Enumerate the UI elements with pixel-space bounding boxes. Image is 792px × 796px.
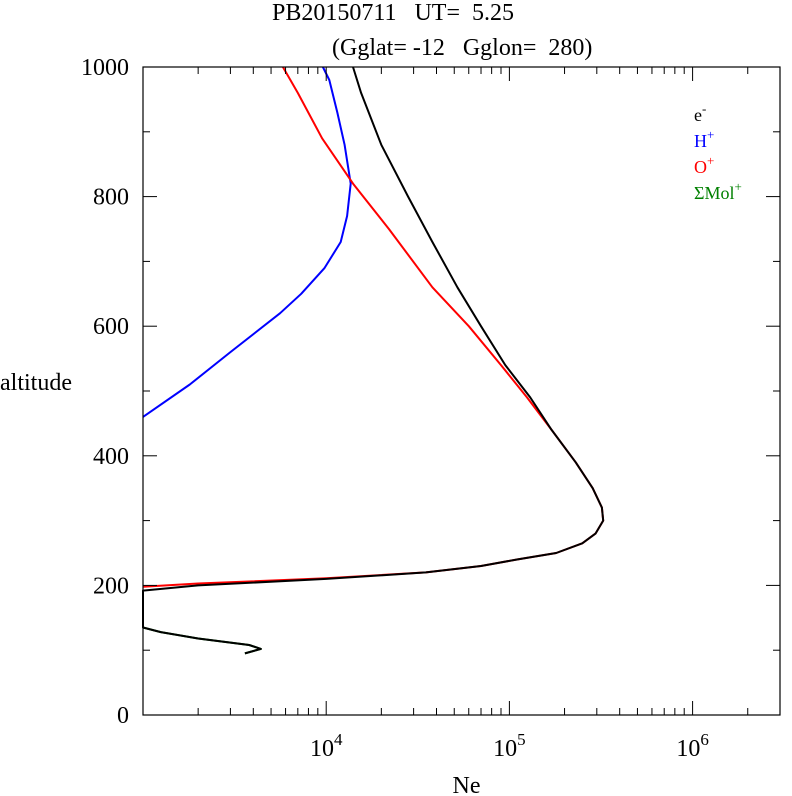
x-tick-label-base: 10 bbox=[493, 736, 517, 762]
legend-entry: O+ bbox=[694, 153, 714, 177]
legend-entry-name: O bbox=[694, 157, 707, 177]
legend-entry-sup: + bbox=[707, 153, 714, 168]
chart-subtitle: (Gglat= -12 Gglon= 280) bbox=[332, 35, 593, 61]
x-tick-label-base: 10 bbox=[310, 736, 334, 762]
legend-entry-sup: + bbox=[734, 179, 741, 194]
legend-entry: H+ bbox=[694, 127, 714, 151]
legend-entry-name: H bbox=[694, 131, 707, 151]
x-tick-label-exponent: 5 bbox=[517, 730, 526, 749]
legend-entry-name: e bbox=[694, 105, 702, 125]
legend-entry: e- bbox=[694, 101, 706, 125]
x-tick-label-exponent: 6 bbox=[700, 730, 709, 749]
y-tick-label: 800 bbox=[93, 185, 129, 211]
x-tick-label: 104 bbox=[310, 730, 343, 762]
y-tick-label: 1000 bbox=[81, 55, 129, 81]
ticks-layer bbox=[143, 66, 780, 716]
y-tick-label: 200 bbox=[93, 573, 129, 599]
series-line bbox=[142, 66, 605, 588]
x-tick-label-exponent: 4 bbox=[334, 730, 343, 749]
legend-entry-sup: + bbox=[707, 127, 714, 142]
legend-entry-name: ΣMol bbox=[694, 183, 734, 203]
y-tick-label: 400 bbox=[93, 444, 129, 470]
legend-entry-sup: - bbox=[702, 101, 706, 116]
y-axis-label: altitude bbox=[0, 370, 72, 396]
x-tick-label: 105 bbox=[493, 730, 525, 762]
series-line bbox=[142, 66, 605, 655]
plot-frame bbox=[142, 66, 781, 716]
y-tick-label: 600 bbox=[93, 314, 129, 340]
x-tick-label-base: 10 bbox=[676, 736, 700, 762]
y-tick-label: 0 bbox=[117, 703, 129, 729]
series-line bbox=[142, 66, 352, 418]
legend: e-H+O+ΣMol+ bbox=[694, 101, 742, 203]
x-axis-label: Ne bbox=[453, 773, 481, 796]
x-tick-label: 106 bbox=[676, 730, 709, 762]
legend-entry: ΣMol+ bbox=[694, 179, 742, 203]
chart-title: PB20150711 UT= 5.25 bbox=[272, 0, 514, 26]
series-layer bbox=[142, 66, 605, 655]
